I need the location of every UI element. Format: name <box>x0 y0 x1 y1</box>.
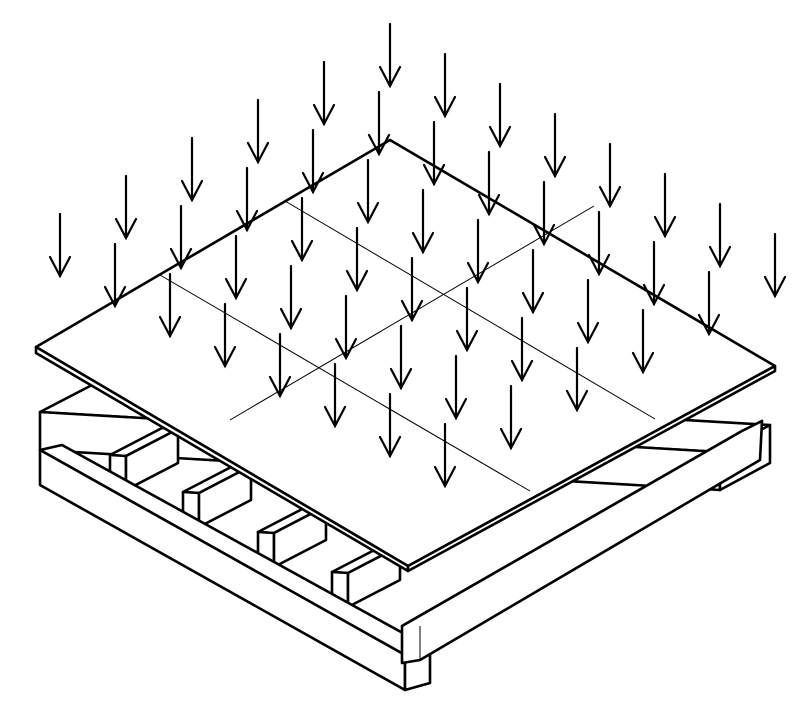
panel-seam-2 <box>284 200 656 420</box>
load-arrow <box>279 264 303 331</box>
load-arrow <box>169 204 193 271</box>
right-beam <box>400 419 764 665</box>
load-arrow <box>235 166 259 233</box>
load-arrow <box>477 150 501 217</box>
load-arrow <box>543 112 567 179</box>
load-arrow <box>356 158 380 225</box>
load-arrow <box>246 98 270 165</box>
load-arrow <box>114 174 138 241</box>
load-arrow <box>422 120 446 187</box>
load-arrow <box>213 302 237 369</box>
load-arrow <box>653 172 677 239</box>
load-arrow <box>433 52 457 119</box>
load-arrow <box>488 82 512 149</box>
load-arrow <box>224 234 248 301</box>
load-arrow <box>642 240 666 307</box>
load-arrow <box>499 384 523 451</box>
load-arrow <box>587 210 611 277</box>
load-arrow <box>323 362 347 429</box>
load-arrow <box>565 346 589 413</box>
load-arrow <box>48 212 72 279</box>
load-arrow <box>301 128 325 195</box>
load-arrow <box>697 270 721 337</box>
load-arrow <box>389 324 413 391</box>
load-arrow <box>444 354 468 421</box>
cross-joist-3 <box>256 503 328 569</box>
load-arrow <box>158 272 182 339</box>
load-arrow <box>103 242 127 309</box>
load-arrow <box>510 316 534 383</box>
load-arrow <box>598 142 622 209</box>
load-arrow <box>708 202 732 269</box>
left-beam <box>38 443 432 692</box>
load-arrow <box>180 136 204 203</box>
load-arrow <box>312 60 336 127</box>
load-arrow <box>455 286 479 353</box>
load-arrow <box>378 22 402 89</box>
load-arrow <box>378 392 402 459</box>
load-arrow <box>576 278 600 345</box>
load-arrow <box>631 308 655 375</box>
deck-panel <box>34 138 777 573</box>
load-arrow <box>367 90 391 157</box>
load-arrows <box>48 22 787 489</box>
load-arrow <box>334 294 358 361</box>
load-arrow <box>521 248 545 315</box>
load-arrow <box>763 232 787 299</box>
load-arrow <box>433 422 457 489</box>
load-arrow <box>400 256 424 323</box>
load-arrow <box>268 332 292 399</box>
panel-seam-1 <box>159 274 531 492</box>
load-arrow <box>345 226 369 293</box>
load-arrow <box>532 180 556 247</box>
load-arrow <box>411 188 435 255</box>
load-arrow <box>290 196 314 263</box>
cross-joist-2 <box>181 463 253 529</box>
load-arrow <box>466 218 490 285</box>
